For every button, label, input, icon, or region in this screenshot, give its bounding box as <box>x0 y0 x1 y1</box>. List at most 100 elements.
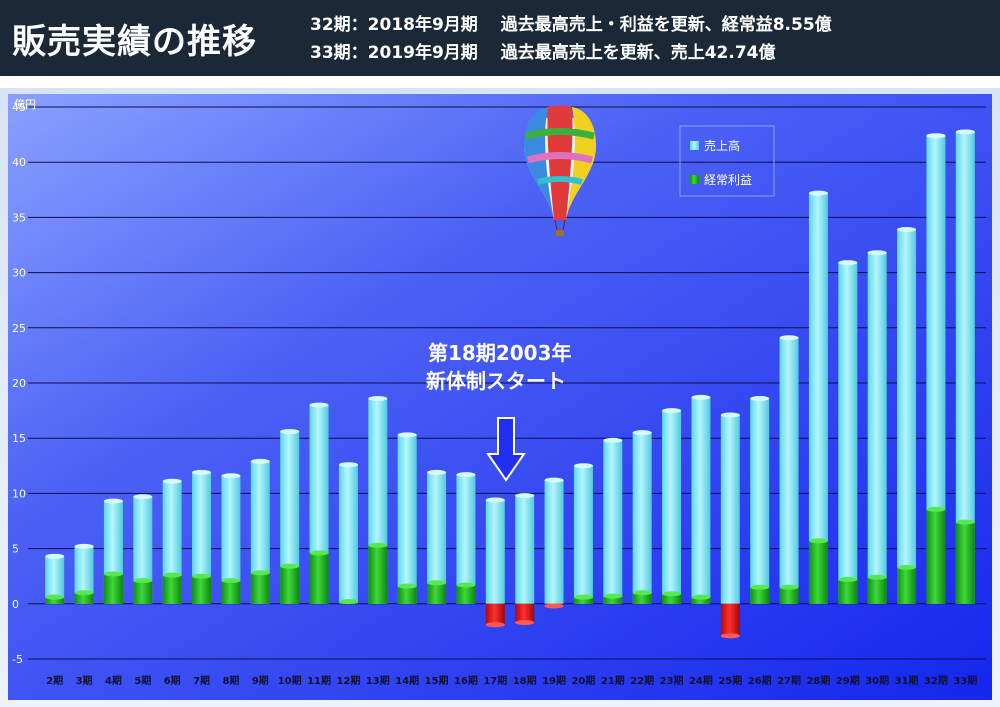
sales-bar-cap <box>603 437 623 443</box>
profit-bar <box>750 587 770 604</box>
sales-bar-cap <box>192 469 212 475</box>
profit-bar <box>221 580 241 604</box>
sales-bar-cap <box>103 498 123 504</box>
annotation: 第18期2003年 新体制スタート <box>426 341 572 482</box>
sales-bar-cap <box>74 543 94 549</box>
y-axis-ticks: -5 0 5 10 15 20 25 30 35 40 45 <box>12 101 26 666</box>
sales-bar-cap <box>280 429 300 435</box>
x-tick-label: 10期 <box>278 674 302 687</box>
x-tick-label: 17期 <box>483 674 507 687</box>
sales-bar <box>192 472 212 604</box>
y-tick-label: 35 <box>12 211 26 224</box>
sales-bar <box>897 229 917 604</box>
profit-bar <box>309 553 329 604</box>
sales-bar <box>221 475 241 604</box>
x-tick-label: 26期 <box>748 674 772 687</box>
y-tick-label: 0 <box>12 598 19 611</box>
y-tick-label: 30 <box>12 267 26 280</box>
sales-bar-cap <box>632 430 652 436</box>
x-tick-label: 18期 <box>513 674 537 687</box>
profit-bar <box>867 577 887 604</box>
loss-bar <box>485 603 505 625</box>
profit-bar <box>427 582 447 604</box>
sales-bar-cap <box>221 473 241 479</box>
profit-bar <box>45 597 65 604</box>
profit-bar <box>456 585 476 604</box>
sales-bar-cap <box>720 412 740 418</box>
x-tick-label: 31期 <box>895 674 919 687</box>
x-tick-label: 19期 <box>542 674 566 687</box>
loss-bar-cap <box>485 622 505 628</box>
x-tick-label: 2期 <box>46 674 63 687</box>
profit-bar-cap <box>808 538 828 544</box>
profit-bar-cap <box>838 577 858 583</box>
sales-bar <box>74 546 94 604</box>
sales-bar-cap <box>926 133 946 139</box>
sales-bar <box>573 465 593 604</box>
down-arrow-icon <box>486 417 526 482</box>
sales-bar-cap <box>573 463 593 469</box>
x-tick-label: 13期 <box>366 674 390 687</box>
sales-bar-cap <box>485 497 505 503</box>
x-tick-label: 16期 <box>454 674 478 687</box>
x-tick-label: 30期 <box>865 674 889 687</box>
x-axis-ticks: 2期 3期 4期 5期 6期 7期 8期 9期 10期 11期 12期 13期 14期 15期 16期 17期… <box>46 674 977 687</box>
sales-bar-cap <box>897 227 917 233</box>
y-tick-label: 40 <box>12 156 26 169</box>
sales-bar-cap <box>250 458 270 464</box>
profit-bar-cap <box>955 519 975 525</box>
sales-bar-cap <box>45 553 65 559</box>
legend-box <box>679 125 775 197</box>
profit-bar <box>250 572 270 604</box>
y-tick-label: 25 <box>12 322 26 335</box>
sales-bar-cap <box>750 395 770 401</box>
x-tick-label: 12期 <box>336 674 360 687</box>
legend: 売上高 経常利益 <box>679 125 775 197</box>
sales-bar-cap <box>544 477 564 483</box>
sales-bar-cap <box>515 493 535 499</box>
legend-label-sales: 売上高 <box>704 138 740 153</box>
sales-bar <box>691 397 711 604</box>
profit-bar-cap <box>221 578 241 584</box>
sales-bar-cap <box>162 478 182 484</box>
y-tick-label: 15 <box>12 432 26 445</box>
sales-bar <box>280 431 300 604</box>
x-tick-label: 15期 <box>425 674 449 687</box>
profit-bar-cap <box>632 590 652 596</box>
sales-bar <box>808 193 828 604</box>
sales-bar <box>838 262 858 604</box>
header-note-33: 33期：2019年9月期 過去最高売上を更新、売上42.74億 <box>310 43 776 63</box>
profit-bar-cap <box>133 578 153 584</box>
profit-bar-cap <box>691 594 711 600</box>
sales-bar <box>515 495 535 604</box>
profit-bar <box>808 540 828 604</box>
sales-bar <box>867 252 887 604</box>
loss-bar-cap <box>515 620 535 626</box>
profit-bar <box>603 596 623 604</box>
x-tick-label: 25期 <box>718 674 742 687</box>
legend-label-profit: 経常利益 <box>704 173 752 187</box>
x-tick-label: 5期 <box>134 674 151 687</box>
x-tick-label: 9期 <box>252 674 269 687</box>
x-tick-label: 33期 <box>953 674 977 687</box>
profit-bar <box>632 592 652 604</box>
profit-bar <box>192 576 212 604</box>
profit-bar-cap <box>456 582 476 588</box>
x-tick-label: 21期 <box>601 674 625 687</box>
sales-bar <box>603 440 623 604</box>
x-tick-label: 6期 <box>164 674 181 687</box>
x-tick-label: 24期 <box>689 674 713 687</box>
x-tick-label: 27期 <box>777 674 801 687</box>
sales-bar-cap <box>955 129 975 135</box>
sales-bar <box>397 434 417 604</box>
annotation-line1: 第18期2003年 <box>428 341 572 365</box>
loss-bar <box>720 603 740 636</box>
profit-bar <box>397 586 417 604</box>
sales-chart: -5 0 5 10 15 20 25 30 35 40 45 億円 2期 3期 4期 5期 6期 7期 8期 9期… <box>0 88 1000 707</box>
profit-bar <box>691 597 711 604</box>
sales-bar <box>779 337 799 604</box>
x-tick-label: 11期 <box>307 674 331 687</box>
sales-bar-cap <box>779 335 799 341</box>
sales-bar-cap <box>838 260 858 266</box>
x-tick-label: 14期 <box>395 674 419 687</box>
